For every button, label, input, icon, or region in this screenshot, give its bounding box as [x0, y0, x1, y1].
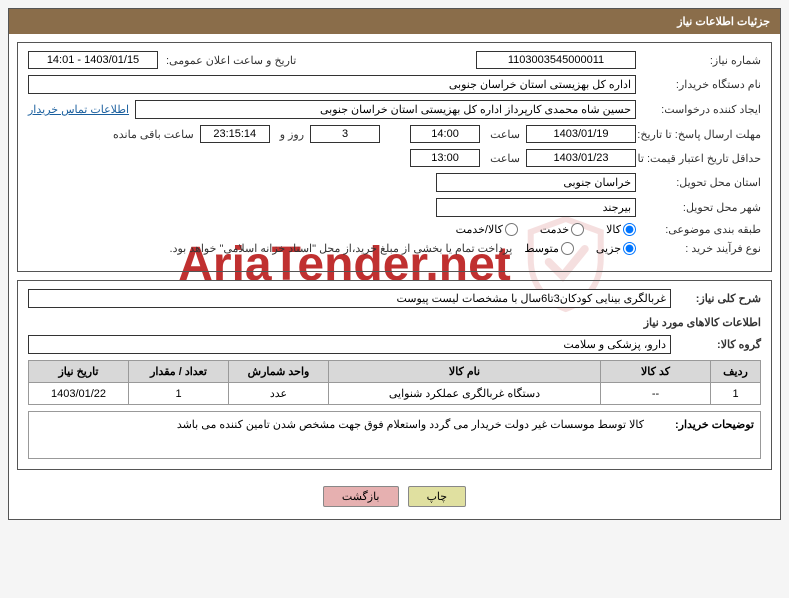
info-fieldset: شماره نیاز: 1103003545000011 تاریخ و ساع…	[17, 42, 772, 272]
city-value: بیرجند	[436, 198, 636, 217]
radio-service[interactable]	[571, 223, 584, 236]
row-validity: حداقل تاریخ اعتبار قیمت: تا تاریخ: 1403/…	[28, 149, 761, 167]
table-header-row: ردیف کد کالا نام کالا واحد شمارش تعداد /…	[29, 361, 761, 383]
radio-goods-service[interactable]	[505, 223, 518, 236]
th-date: تاریخ نیاز	[29, 361, 129, 383]
category-label: طبقه بندی موضوعی:	[636, 223, 761, 236]
row-buyer-org: نام دستگاه خریدار: اداره کل بهزیستی استا…	[28, 75, 761, 94]
time-label-2: ساعت	[486, 152, 520, 165]
announce-label: تاریخ و ساعت اعلان عمومی:	[162, 54, 296, 67]
row-requester: ایجاد کننده درخواست: حسین شاه محمدی کارپ…	[28, 100, 761, 119]
days-label: روز و	[276, 128, 304, 141]
th-row: ردیف	[711, 361, 761, 383]
radio-goods-label: کالا	[606, 223, 621, 236]
province-value: خراسان جنوبی	[436, 173, 636, 192]
footer-buttons: چاپ بازگشت	[17, 478, 772, 511]
process-radios: جزیی متوسط	[524, 242, 636, 255]
days-remaining: 3	[310, 125, 380, 143]
countdown: 23:15:14	[200, 125, 270, 143]
need-no-value: 1103003545000011	[476, 51, 636, 69]
need-no-label: شماره نیاز:	[636, 54, 761, 67]
requester-value: حسین شاه محمدی کارپرداز اداره کل بهزیستی…	[135, 100, 636, 119]
goods-table: ردیف کد کالا نام کالا واحد شمارش تعداد /…	[28, 360, 761, 405]
row-group: گروه کالا: دارو، پزشکی و سلامت	[28, 335, 761, 354]
th-unit: واحد شمارش	[229, 361, 329, 383]
time-label-1: ساعت	[486, 128, 520, 141]
remaining-label: ساعت باقی مانده	[109, 128, 194, 141]
process-label: نوع فرآیند خرید :	[636, 242, 761, 255]
validity-time: 13:00	[410, 149, 480, 167]
category-radios: کالا خدمت کالا/خدمت	[456, 223, 636, 236]
radio-medium[interactable]	[561, 242, 574, 255]
contact-link[interactable]: اطلاعات تماس خریدار	[28, 103, 129, 116]
radio-medium-label: متوسط	[524, 242, 559, 255]
payment-note: پرداخت تمام یا بخشی از مبلغ خرید،از محل …	[170, 242, 513, 255]
validity-date: 1403/01/23	[526, 149, 636, 167]
buyer-notes-box: توضیحات خریدار: کالا توسط موسسات غیر دول…	[28, 411, 761, 459]
td-unit: عدد	[229, 383, 329, 405]
buyer-org-label: نام دستگاه خریدار:	[636, 78, 761, 91]
th-code: کد کالا	[601, 361, 711, 383]
overview-label: شرح کلی نیاز:	[671, 292, 761, 305]
th-qty: تعداد / مقدار	[129, 361, 229, 383]
print-button[interactable]: چاپ	[408, 486, 467, 507]
td-qty: 1	[129, 383, 229, 405]
row-process: نوع فرآیند خرید : جزیی متوسط پرداخت تمام…	[28, 242, 761, 255]
page-title: جزئیات اطلاعات نیاز	[677, 16, 770, 28]
goods-title: اطلاعات کالاهای مورد نیاز	[28, 316, 761, 329]
announce-value: 1403/01/15 - 14:01	[28, 51, 158, 69]
goods-fieldset: شرح کلی نیاز: غربالگری بینایی کودکان3تا6…	[17, 280, 772, 470]
back-button[interactable]: بازگشت	[323, 486, 399, 507]
row-city: شهر محل تحویل: بیرجند	[28, 198, 761, 217]
group-label: گروه کالا:	[671, 338, 761, 351]
page-title-bar: جزئیات اطلاعات نیاز	[9, 9, 780, 34]
main-frame: جزئیات اطلاعات نیاز AriaTender.net شماره…	[8, 8, 781, 520]
row-category: طبقه بندی موضوعی: کالا خدمت کالا/خدمت	[28, 223, 761, 236]
deadline-label: مهلت ارسال پاسخ: تا تاریخ:	[636, 128, 761, 141]
buyer-org-value: اداره کل بهزیستی استان خراسان جنوبی	[28, 75, 636, 94]
radio-small-label: جزیی	[596, 242, 621, 255]
radio-goods[interactable]	[623, 223, 636, 236]
th-name: نام کالا	[329, 361, 601, 383]
content-area: AriaTender.net شماره نیاز: 1103003545000…	[9, 34, 780, 519]
row-deadline: مهلت ارسال پاسخ: تا تاریخ: 1403/01/19 سا…	[28, 125, 761, 143]
requester-label: ایجاد کننده درخواست:	[636, 103, 761, 116]
city-label: شهر محل تحویل:	[636, 201, 761, 214]
notes-label: توضیحات خریدار:	[644, 418, 754, 431]
row-overview: شرح کلی نیاز: غربالگری بینایی کودکان3تا6…	[28, 289, 761, 308]
row-need-no: شماره نیاز: 1103003545000011 تاریخ و ساع…	[28, 51, 761, 69]
table-row: 1 -- دستگاه غربالگری عملکرد شنوایی عدد 1…	[29, 383, 761, 405]
deadline-date: 1403/01/19	[526, 125, 636, 143]
group-value: دارو، پزشکی و سلامت	[28, 335, 671, 354]
validity-label: حداقل تاریخ اعتبار قیمت: تا تاریخ:	[636, 152, 761, 165]
td-row: 1	[711, 383, 761, 405]
td-code: --	[601, 383, 711, 405]
deadline-time: 14:00	[410, 125, 480, 143]
radio-small[interactable]	[623, 242, 636, 255]
radio-goods-service-label: کالا/خدمت	[456, 223, 503, 236]
td-date: 1403/01/22	[29, 383, 129, 405]
province-label: استان محل تحویل:	[636, 176, 761, 189]
radio-service-label: خدمت	[540, 223, 569, 236]
td-name: دستگاه غربالگری عملکرد شنوایی	[329, 383, 601, 405]
notes-text: کالا توسط موسسات غیر دولت خریدار می گردد…	[35, 418, 644, 431]
overview-value: غربالگری بینایی کودکان3تا6سال با مشخصات …	[28, 289, 671, 308]
row-province: استان محل تحویل: خراسان جنوبی	[28, 173, 761, 192]
